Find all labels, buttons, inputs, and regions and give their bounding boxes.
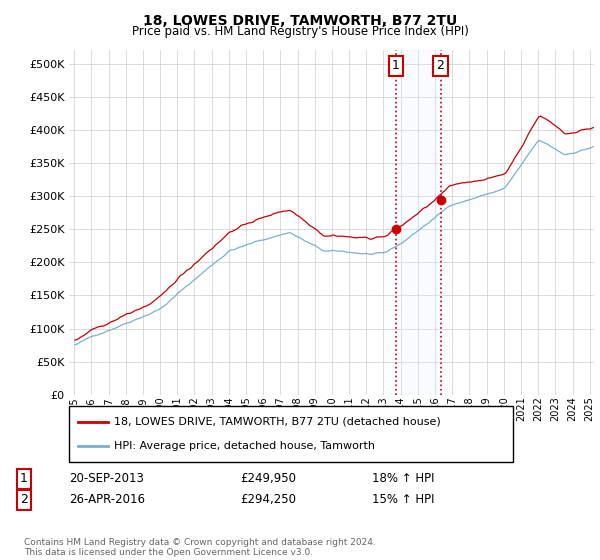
Text: £294,250: £294,250	[240, 493, 296, 506]
Text: Contains HM Land Registry data © Crown copyright and database right 2024.
This d: Contains HM Land Registry data © Crown c…	[24, 538, 376, 557]
Text: 1: 1	[392, 59, 400, 72]
Text: 15% ↑ HPI: 15% ↑ HPI	[372, 493, 434, 506]
Bar	[396, 50, 440, 395]
Text: 18% ↑ HPI: 18% ↑ HPI	[372, 472, 434, 486]
Text: 26-APR-2016: 26-APR-2016	[69, 493, 145, 506]
Text: 1: 1	[20, 472, 28, 486]
Text: 2: 2	[20, 493, 28, 506]
Text: 18, LOWES DRIVE, TAMWORTH, B77 2TU: 18, LOWES DRIVE, TAMWORTH, B77 2TU	[143, 14, 457, 28]
Text: 20-SEP-2013: 20-SEP-2013	[69, 472, 144, 486]
Text: 2: 2	[437, 59, 445, 72]
Text: £249,950: £249,950	[240, 472, 296, 486]
Text: HPI: Average price, detached house, Tamworth: HPI: Average price, detached house, Tamw…	[114, 441, 375, 451]
Text: Price paid vs. HM Land Registry's House Price Index (HPI): Price paid vs. HM Land Registry's House …	[131, 25, 469, 38]
Text: 18, LOWES DRIVE, TAMWORTH, B77 2TU (detached house): 18, LOWES DRIVE, TAMWORTH, B77 2TU (deta…	[114, 417, 441, 427]
